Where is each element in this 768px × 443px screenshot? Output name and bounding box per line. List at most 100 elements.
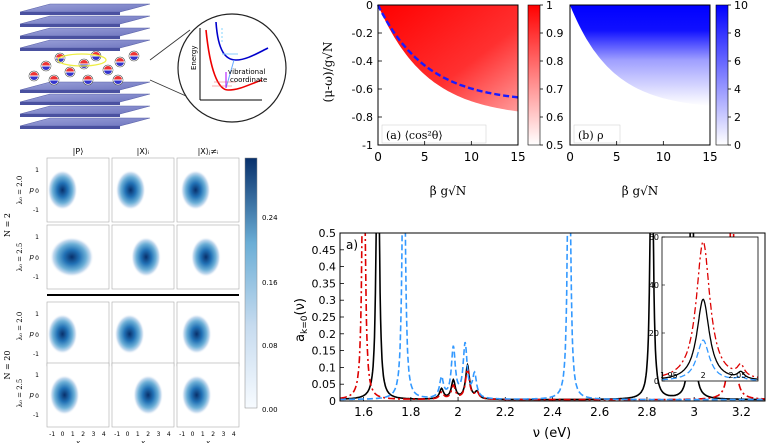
inset-x-tick: 1.95 <box>660 371 678 380</box>
heat-x-tick: 10 <box>656 150 671 164</box>
heat-y-tick: -0.6 <box>352 83 373 96</box>
grid-colorbar <box>244 157 258 409</box>
grid-x-tick: 0 <box>191 431 195 438</box>
row-lambda-4: λ₀ = 2.5 <box>16 379 24 408</box>
spec-x-tick: 3 <box>690 405 698 419</box>
heat-b-x-label: β g√N <box>622 184 659 198</box>
grid-x-tick: 1 <box>71 431 75 438</box>
mirror-stack-top <box>19 3 151 51</box>
wigner-blob <box>181 375 212 415</box>
grid-x-tick: 3 <box>92 431 96 438</box>
molecules <box>28 50 140 86</box>
inset-series-dashdot <box>662 240 758 378</box>
mirror-plate-edge <box>20 126 120 129</box>
grid-cbar-tick-1: 0.16 <box>262 279 278 287</box>
mirror-plate <box>19 15 151 25</box>
molecule <box>48 74 60 86</box>
energy-label: Energy <box>190 45 198 70</box>
row-lambda-3: λ₀ = 2.0 <box>16 312 24 341</box>
cbar-b-tick: 8 <box>734 27 741 40</box>
molecule <box>82 74 94 86</box>
grid-x-tick: 1 <box>136 431 140 438</box>
grid-y-tick: 1 <box>35 311 39 318</box>
grid-cbar-tick-2: 0.08 <box>262 342 278 350</box>
molecule <box>128 50 140 62</box>
grid-x-tick: 3 <box>157 431 161 438</box>
grid-y-axis-label: p <box>29 253 35 261</box>
molecule <box>112 74 124 86</box>
heat-y-tick: -1 <box>362 139 373 152</box>
grid-y-axis-label: p <box>29 391 35 399</box>
spec-y-tick: 0 <box>329 395 336 408</box>
wigner-blob <box>190 237 221 277</box>
mirror-plate-edge <box>20 36 120 39</box>
grid-y-axis-label: p <box>29 186 35 194</box>
coord-label-2: coordinate <box>230 76 267 84</box>
grid-x-tick: 0 <box>61 431 65 438</box>
heat-a-x-label: β g√N <box>430 184 467 198</box>
heat-x-tick: 10 <box>464 150 479 164</box>
spec-y-tick: 0.35 <box>312 277 337 290</box>
grid-x-tick: 2 <box>211 431 215 438</box>
mirror-plate-edge <box>20 24 120 27</box>
spec-x-tick: 3.2 <box>732 405 751 419</box>
potential-curves <box>199 21 269 101</box>
spec-x-tick: 2 <box>454 405 462 419</box>
panel-b-label: (b) ρ <box>578 129 604 142</box>
grid-x-axis-label: x <box>205 439 211 443</box>
grid-cbar-tick-3: 0.00 <box>262 406 278 414</box>
mirror-plate <box>19 93 151 103</box>
grid-x-tick: 0 <box>126 431 130 438</box>
cbar-b-tick: 6 <box>734 55 741 68</box>
mirror-plate <box>19 117 151 127</box>
heat-x-tick: 5 <box>613 150 621 164</box>
mirror-plate <box>19 105 151 115</box>
wigner-blob <box>49 375 80 415</box>
molecule <box>78 58 90 70</box>
molecule <box>64 66 76 78</box>
cbar-b-tick: 4 <box>734 83 741 96</box>
wigner-blob <box>115 170 146 210</box>
grid-y-tick: -1 <box>33 412 39 419</box>
grid-y-tick: 0 <box>35 332 39 339</box>
cbar-b-tick: 2 <box>734 111 741 124</box>
heat-x-tick: 0 <box>566 150 574 164</box>
wigner-blob <box>114 314 145 354</box>
n-label-20: N = 20 <box>3 351 12 380</box>
grid-x-axis-label: x <box>75 439 81 443</box>
spec-y-tick: 0.3 <box>319 294 337 307</box>
molecule <box>102 64 114 76</box>
wigner-blob <box>180 170 211 210</box>
grid-y-tick: 0 <box>35 255 39 262</box>
heat-x-tick: 15 <box>510 150 525 164</box>
grid-y-tick: 1 <box>35 234 39 241</box>
cbar-a <box>527 4 541 146</box>
row-lambda-1: λ₀ = 2.0 <box>16 176 24 205</box>
grid-x-tick: 4 <box>167 431 171 438</box>
spec-x-tick: 2.8 <box>637 405 656 419</box>
cbar-a-tick: 0.8 <box>546 55 564 68</box>
mirror-stack-bottom <box>19 81 151 129</box>
spec-panel-label: a) <box>346 238 358 252</box>
spec-x-tick: 2.6 <box>590 405 609 419</box>
col-header-P: |P⟩ <box>73 147 84 156</box>
grid-y-axis-label: p <box>29 330 35 338</box>
grid-y-tick: 1 <box>35 372 39 379</box>
n-label-2: N = 2 <box>3 213 12 237</box>
grid-x-tick: 2 <box>81 431 85 438</box>
cbar-a-tick: 0.7 <box>546 83 564 96</box>
grid-y-tick: 1 <box>35 167 39 174</box>
cbar-a-tick: 1 <box>546 0 553 12</box>
grid-y-tick: 0 <box>35 188 39 195</box>
heat-x-tick: 0 <box>374 150 382 164</box>
grid-cbar-tick-0: 0.24 <box>262 214 278 222</box>
spec-y-tick: 0.25 <box>312 311 337 324</box>
spec-y-tick: 0.2 <box>319 328 337 341</box>
mirror-plate-edge <box>20 12 120 15</box>
mirror-plate-edge <box>20 114 120 117</box>
spec-y-tick: 0.5 <box>319 227 337 240</box>
cbar-b-tick: 10 <box>734 0 748 12</box>
inset-y-tick: 40 <box>649 281 659 290</box>
inset-y-tick: 20 <box>649 329 659 338</box>
panel-a-label: (a) ⟨cos²θ⟩ <box>386 129 443 142</box>
